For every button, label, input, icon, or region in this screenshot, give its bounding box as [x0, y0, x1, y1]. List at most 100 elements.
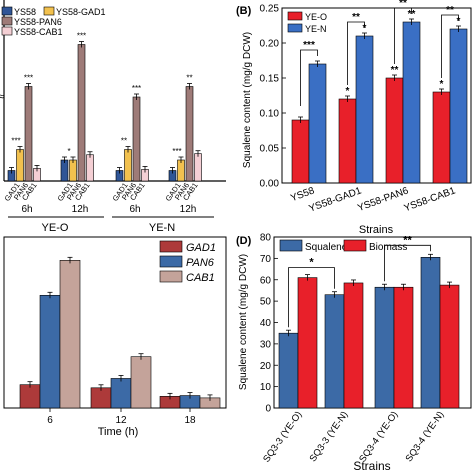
group-label-12h-o: 12h — [72, 204, 89, 215]
panel-d-bars: SQ3-3 (YE-O) SQ3-3 (YE-N) SQ3-4 (YE-O) SQ3-… — [261, 234, 460, 465]
tick-label-b-1: 0.05 — [260, 144, 280, 155]
tick-label-d-2: 20 — [260, 361, 272, 372]
tick-label-b-4: 0.20 — [260, 39, 280, 50]
condition-label-ye-o: YE-O — [42, 222, 69, 234]
tick-label-d-3: 30 — [260, 339, 272, 350]
bar-c-0-0 — [19, 384, 41, 409]
bracket-b-0 — [300, 49, 318, 106]
panel-b-legend: YE-O YE-N — [287, 11, 327, 34]
legend-swatch-pan6-c — [159, 255, 183, 268]
legend-label-pan6: YS58-PAN6 — [14, 17, 62, 27]
category-label-d-0: SQ3-3 (YE-O) — [261, 409, 304, 464]
legend-label-ys58: YS58 — [14, 7, 36, 17]
tick-label-d-1: 10 — [260, 382, 272, 393]
legend-label-gad1-c: GAD1 — [186, 242, 216, 254]
panel-d: (D) Squalene content (mg/g DCW) 0 10 20 30 4… — [236, 233, 472, 473]
legend-label-cab1-c: CAB1 — [186, 272, 215, 284]
panel-b: (B) Squalene content (mg/g DCW) 0.00 0.05… — [236, 0, 472, 236]
bar-c-0-1 — [39, 294, 61, 409]
bracket-b-3 — [441, 14, 459, 78]
panel-a: ≈ YS58 YS58-GAD1 YS58-PAN6 YS58-CAB1 GAD… — [0, 0, 226, 234]
bar-d-0-0 — [278, 332, 299, 409]
bar-sig-b-1: ** — [391, 65, 399, 76]
legend-swatch-ye-o — [287, 11, 303, 21]
bar-d-3-0 — [420, 257, 441, 409]
bar-sig-b-3: * — [363, 23, 367, 34]
bar-a-1-ys58 — [60, 159, 69, 182]
panel-d-y-label: Squalene content (mg/g DCW) — [238, 254, 249, 390]
legend-label-ye-o: YE-O — [305, 12, 327, 22]
bar-b-1-0 — [338, 98, 357, 184]
bracket-b-1 — [347, 21, 365, 85]
legend-swatch-cab1-c — [159, 270, 183, 283]
tick-label-d-6: 60 — [260, 275, 272, 286]
sig-a-gad1-0: *** — [11, 137, 20, 146]
sig-a-pan6-1: *** — [77, 32, 86, 41]
panel-c-legend: GAD1 PAN6 CAB1 — [159, 240, 216, 284]
panel-d-legend: Squalene Biomass — [279, 239, 407, 253]
panel-b-y-label: Squalene content (mg/g DCW) — [242, 32, 253, 168]
legend-label-biomass: Biomass — [369, 242, 407, 253]
panel-b-plot-frame — [281, 7, 472, 184]
bar-c-0-2 — [59, 260, 81, 409]
bar-a-2-gad1 — [124, 149, 132, 182]
bar-sig-b-5: * — [457, 16, 461, 27]
panel-c: 6 12 18 GAD1 PAN6 CAB1 Time (h) — [3, 236, 227, 438]
bar-a-3-gad1 — [177, 159, 185, 182]
category-label-b-0: YS58 — [289, 185, 316, 204]
legend-swatch-pan6 — [1, 16, 13, 26]
bar-b-2-0 — [385, 77, 404, 184]
bracket-b-2 — [394, 7, 412, 64]
bar-d-0-1 — [297, 277, 318, 409]
bracket-sig-d-1: ** — [403, 234, 412, 246]
bar-sig-b-0: * — [346, 86, 350, 97]
sig-a-pan6-0: *** — [24, 74, 33, 83]
bar-d-3-1 — [439, 284, 460, 409]
bar-c-1-2 — [130, 356, 152, 409]
bar-b-0-0 — [291, 119, 310, 184]
tick-label-d-5: 50 — [260, 297, 272, 308]
bracket-sig-b-3: ** — [446, 5, 454, 16]
bar-a-0-gad1 — [16, 149, 24, 182]
panel-c-x-label: Time (h) — [98, 426, 139, 438]
panel-d-label: (D) — [236, 235, 252, 247]
bar-d-2-1 — [393, 286, 414, 409]
panel-d-x-label: Strains — [353, 459, 390, 473]
bar-a-0-pan6 — [24, 86, 33, 182]
bar-b-3-0 — [432, 91, 451, 184]
legend-swatch-gad1 — [43, 6, 55, 16]
category-label-c-1: 12 — [115, 415, 127, 426]
panel-c-bars: 6 12 18 — [19, 256, 221, 426]
category-label-d-1: SQ3-3 (YE-N) — [308, 409, 351, 464]
bracket-sig-b-1: ** — [352, 12, 360, 23]
group-label-12h-n: 12h — [180, 204, 197, 215]
legend-swatch-ys58 — [1, 6, 13, 16]
sig-a-pan6-3: ** — [186, 74, 192, 83]
sig-a-pan6-2: *** — [132, 84, 141, 93]
legend-swatch-squalene — [279, 239, 303, 252]
bracket-d-0 — [288, 267, 335, 328]
axis-break-icon: ≈ — [0, 91, 4, 103]
bar-a-1-pan6 — [77, 44, 86, 182]
bar-d-2-0 — [374, 286, 395, 409]
panel-b-x-label: Strains — [359, 224, 394, 236]
bar-a-3-pan6 — [185, 86, 194, 182]
bracket-sig-d-0: * — [309, 257, 314, 269]
bar-b-3-1 — [449, 28, 468, 184]
bar-b-1-1 — [355, 35, 374, 184]
bracket-sig-b-2: ** — [399, 0, 407, 9]
bar-b-2-1 — [402, 21, 421, 184]
legend-label-ye-n: YE-N — [305, 24, 327, 34]
bar-sig-b-2: * — [440, 79, 444, 90]
bar-d-1-0 — [324, 294, 345, 409]
category-label-b-3: YS58-CAB1 — [403, 185, 458, 214]
tick-label-b-5: 0.25 — [260, 4, 280, 15]
bar-c-1-1 — [110, 378, 132, 409]
category-label-b-2: YS58-PAN6 — [356, 185, 410, 214]
legend-label-squalene: Squalene — [305, 242, 348, 253]
panel-a-bars: GAD1PAN6CAB1******GAD1PAN6CAB1****GAD1PA… — [3, 32, 202, 203]
panel-a-legend: YS58 YS58-GAD1 YS58-PAN6 YS58-CAB1 — [1, 6, 106, 37]
bar-a-1-cab1 — [86, 154, 94, 182]
tick-label-d-0: 0 — [265, 404, 271, 415]
